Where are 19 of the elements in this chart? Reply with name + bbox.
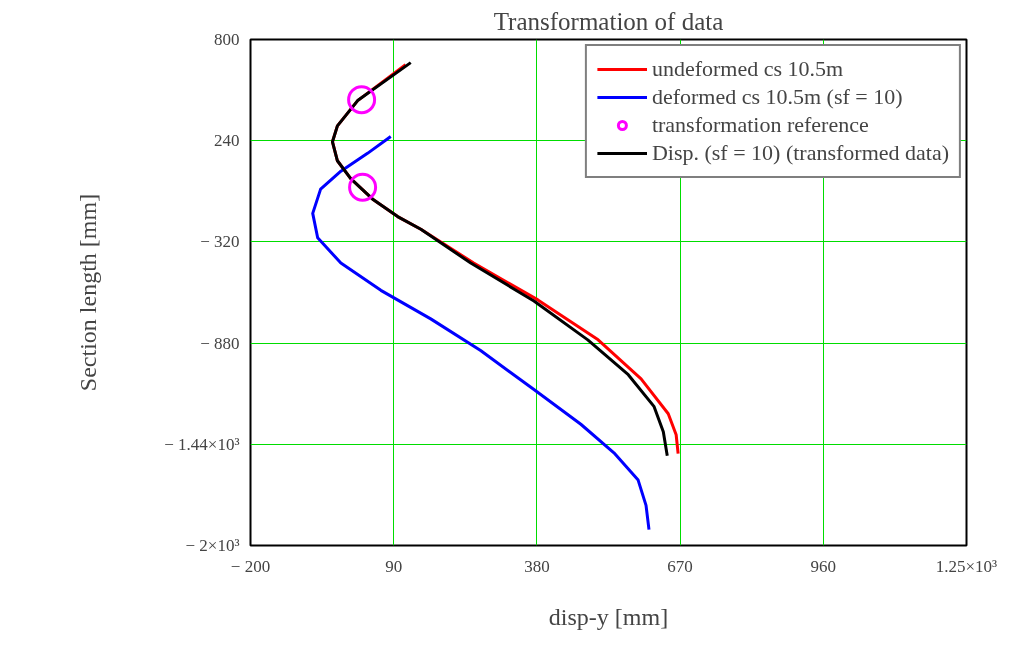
x-tick-label: 90 bbox=[385, 556, 403, 576]
legend-label: deformed cs 10.5m (sf = 10) bbox=[651, 84, 903, 110]
y-tick-label: 800 bbox=[214, 30, 240, 49]
y-tick-label: − 320 bbox=[200, 232, 240, 252]
legend-label: transformation reference bbox=[651, 112, 869, 138]
y-tick-label: − 2×10³ bbox=[185, 536, 240, 555]
x-tick-label: 1.25×10³ bbox=[935, 556, 998, 576]
legend-label: undeformed cs 10.5m bbox=[651, 56, 844, 82]
x-axis-title: disp-y [mm] bbox=[548, 603, 669, 630]
y-tick-label: − 1.44×10³ bbox=[164, 434, 240, 454]
x-tick-label: − 200 bbox=[230, 556, 271, 576]
x-tick-label: 380 bbox=[524, 556, 550, 576]
legend-label: Disp. (sf = 10) (transformed data) bbox=[651, 140, 949, 166]
chart-title: Transformation of data bbox=[493, 7, 724, 35]
y-axis-title: Section length [mm] bbox=[75, 193, 102, 392]
y-tick-label: − 880 bbox=[200, 333, 240, 353]
x-tick-label: 960 bbox=[810, 556, 837, 576]
x-tick-label: 670 bbox=[667, 556, 693, 576]
y-tick-label: 240 bbox=[214, 131, 240, 151]
